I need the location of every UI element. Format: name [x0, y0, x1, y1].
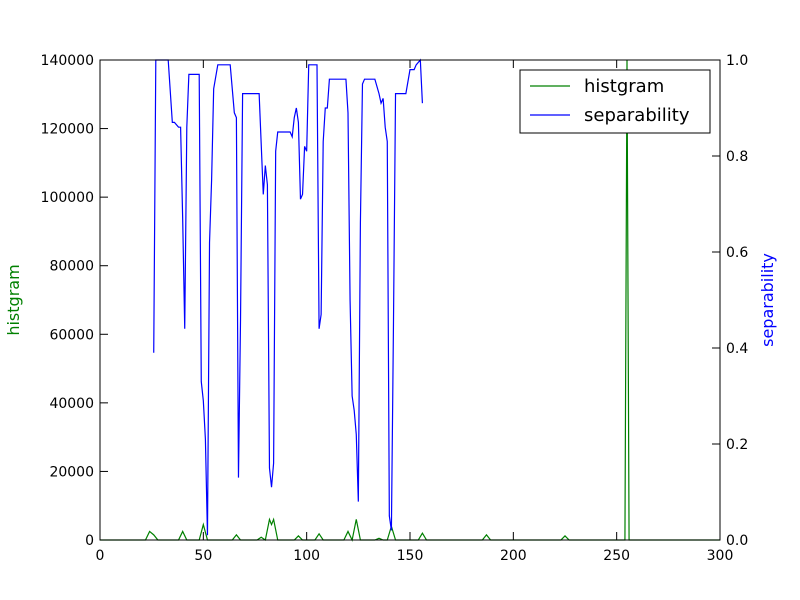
left-y-tick-label: 140000 [41, 53, 94, 69]
left-y-tick-label: 100000 [41, 190, 94, 206]
right-axis-label: separability [758, 253, 777, 347]
right-y-tick-label: 0.4 [726, 341, 748, 357]
left-y-tick-label: 120000 [41, 122, 94, 138]
axes-layer: 0 50 100 150 200 250 300 0 20000 40000 60000 80000 1… [41, 53, 749, 564]
right-y-tick-label: 0.2 [726, 437, 748, 453]
legend-box [519, 69, 711, 134]
legend: histgram separability [519, 69, 711, 134]
x-tick-label: 300 [707, 548, 734, 564]
x-tick-label: 0 [96, 548, 105, 564]
right-y-tick-label: 0.6 [726, 245, 748, 261]
x-tick-label: 50 [194, 548, 212, 564]
series-line-histgram [100, 59, 720, 542]
right-y-tick-label: 0.8 [726, 149, 748, 165]
left-y-tick-label: 60000 [49, 327, 94, 343]
left-axis-label: histgram [4, 264, 23, 335]
left-y-tick-label: 80000 [49, 259, 94, 275]
x-tick-label: 150 [397, 548, 424, 564]
series-line-separability [153, 58, 423, 536]
x-tick-label: 200 [500, 548, 527, 564]
right-y-tick-label: 0.0 [726, 533, 748, 549]
legend-label-separability: separability [584, 105, 690, 126]
left-y-tick-label: 40000 [49, 396, 94, 412]
legend-label-histgram: histgram [584, 76, 664, 97]
left-y-tick-label: 20000 [49, 464, 94, 480]
left-y-tick-label: 0 [85, 533, 94, 549]
right-y-tick-label: 1.0 [726, 53, 748, 69]
x-tick-label: 100 [293, 548, 320, 564]
plot-layer [100, 58, 720, 542]
x-tick-label: 250 [603, 548, 630, 564]
